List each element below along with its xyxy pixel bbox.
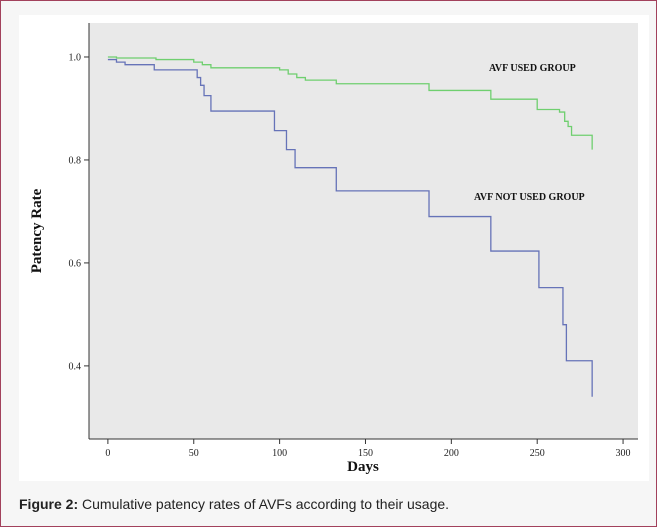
y-tick-label: 0.4 bbox=[69, 361, 82, 372]
y-axis-title: Patency Rate bbox=[29, 188, 45, 273]
x-tick-label: 0 bbox=[105, 448, 110, 459]
caption: Figure 2: Cumulative patency rates of AV… bbox=[19, 496, 449, 512]
y-tick-label: 0.6 bbox=[69, 258, 82, 269]
x-tick-label: 100 bbox=[272, 448, 287, 459]
x-axis-title: Days bbox=[347, 459, 379, 475]
x-tick-label: 200 bbox=[444, 448, 459, 459]
series-label: AVF USED GROUP bbox=[489, 63, 576, 74]
plot-area bbox=[89, 23, 638, 439]
survival-curve bbox=[107, 58, 593, 397]
y-tick-label: 0.8 bbox=[69, 155, 82, 166]
x-tick-label: 250 bbox=[530, 448, 545, 459]
caption-text: Cumulative patency rates of AVFs accordi… bbox=[82, 496, 450, 512]
x-tick-label: 150 bbox=[358, 448, 373, 459]
y-tick-label: 1.0 bbox=[69, 52, 82, 63]
chart: Days Patency Rate 0 50 100 150 200 250 300 0.4 0… bbox=[19, 15, 649, 481]
x-tick-label: 50 bbox=[189, 448, 199, 459]
survival-curve bbox=[107, 56, 593, 150]
x-tick-label: 300 bbox=[616, 448, 631, 459]
caption-label: Figure 2: bbox=[19, 496, 79, 512]
series-label: AVF NOT USED GROUP bbox=[474, 192, 585, 203]
